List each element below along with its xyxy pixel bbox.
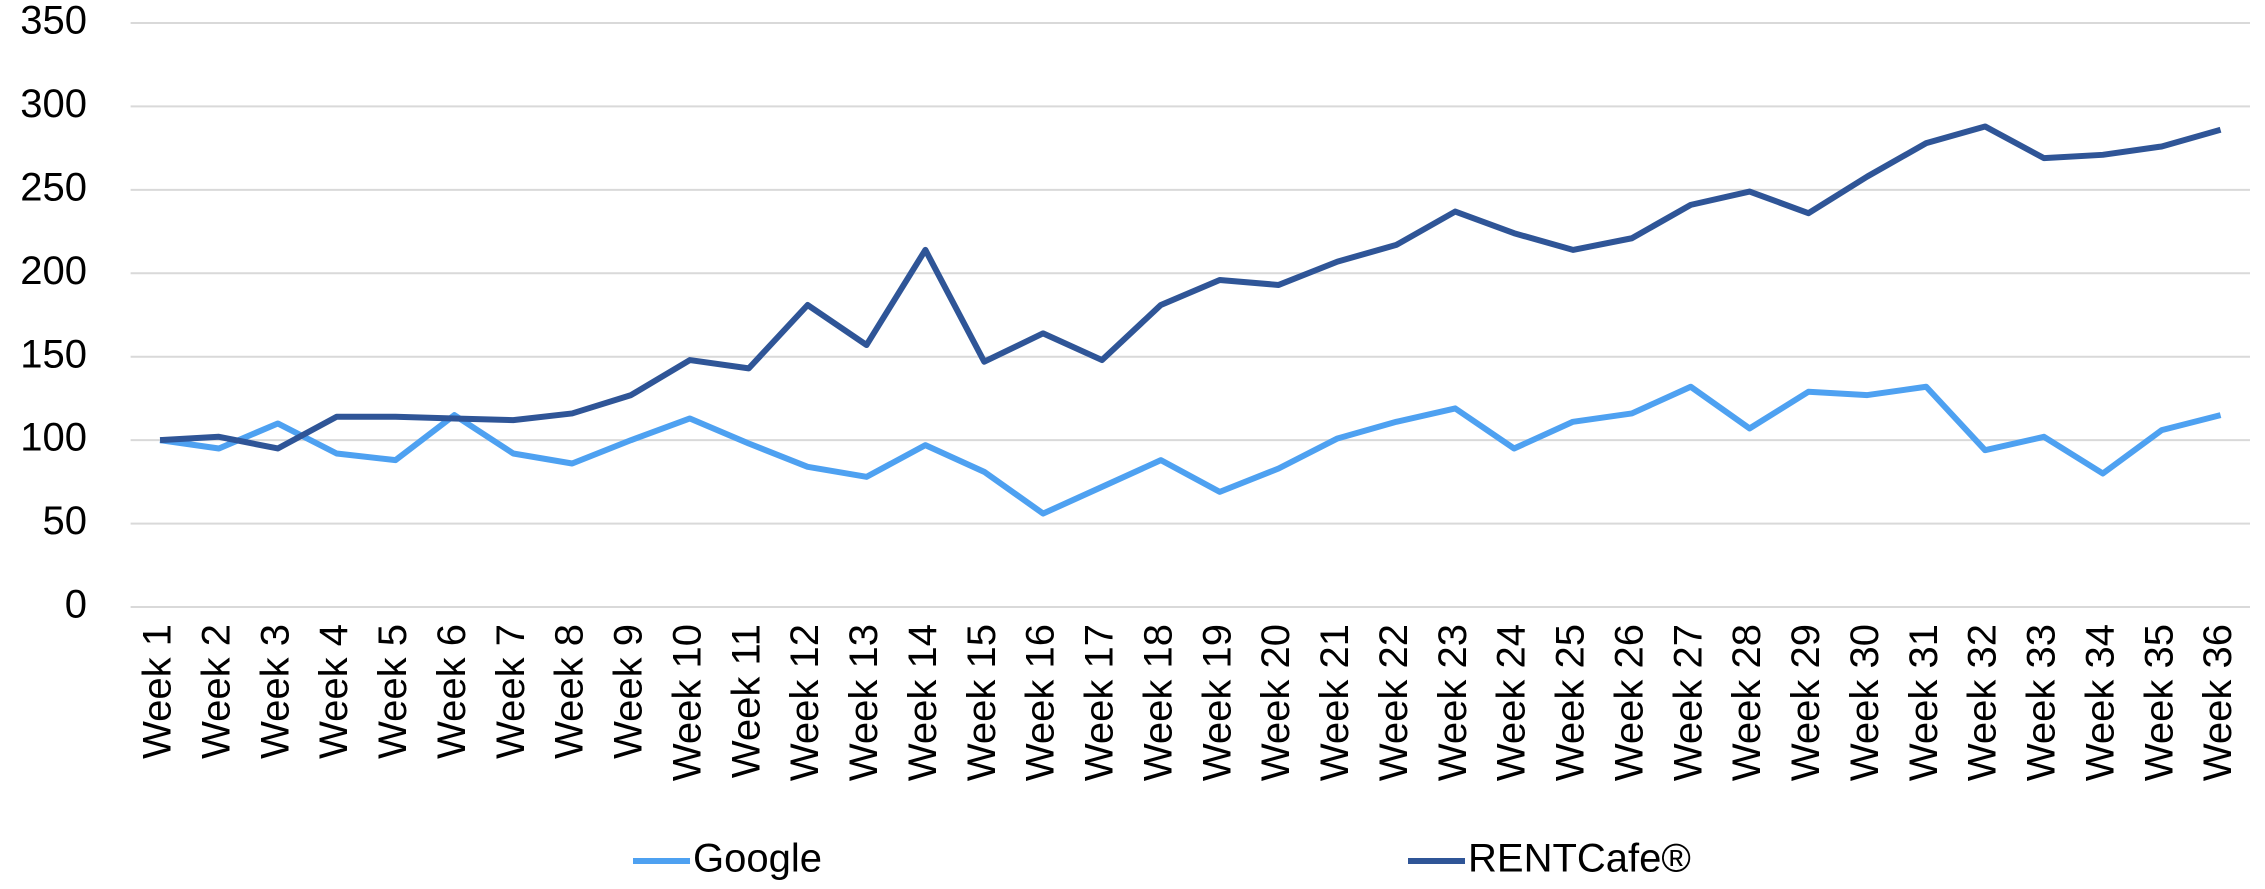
y-tick-label: 0 bbox=[65, 583, 87, 627]
y-tick-label: 200 bbox=[20, 249, 87, 293]
x-tick-label: Week 10 bbox=[665, 624, 709, 781]
x-tick-label: Week 9 bbox=[607, 624, 651, 759]
y-tick-label: 100 bbox=[20, 416, 87, 460]
x-tick-label: Week 29 bbox=[1784, 624, 1828, 781]
x-tick-label: Week 30 bbox=[1843, 624, 1887, 781]
x-tick-label: Week 24 bbox=[1490, 624, 1534, 781]
x-tick-label: Week 35 bbox=[2137, 624, 2181, 781]
x-tick-label: Week 6 bbox=[430, 624, 474, 759]
x-tick-label: Week 28 bbox=[1725, 624, 1769, 781]
y-tick-label: 250 bbox=[20, 165, 87, 209]
x-tick-label: Week 12 bbox=[783, 624, 827, 781]
y-tick-label: 150 bbox=[20, 332, 87, 376]
x-tick-label: Week 1 bbox=[136, 624, 180, 759]
x-tick-label: Week 36 bbox=[2196, 624, 2240, 781]
legend-label: RENTCafe® bbox=[1468, 837, 1691, 881]
x-tick-label: Week 21 bbox=[1313, 624, 1357, 781]
x-tick-label: Week 26 bbox=[1607, 624, 1651, 781]
x-tick-label: Week 3 bbox=[253, 624, 297, 759]
legend-label: Google bbox=[693, 837, 822, 881]
x-tick-label: Week 17 bbox=[1078, 624, 1122, 781]
x-tick-label: Week 34 bbox=[2078, 624, 2122, 781]
x-tick-label: Week 32 bbox=[1961, 624, 2005, 781]
x-tick-label: Week 7 bbox=[489, 624, 533, 759]
x-tick-label: Week 27 bbox=[1666, 624, 1710, 781]
x-tick-label: Week 16 bbox=[1019, 624, 1063, 781]
x-tick-label: Week 11 bbox=[724, 624, 768, 778]
y-tick-label: 350 bbox=[20, 0, 87, 43]
x-tick-label: Week 31 bbox=[1902, 624, 1946, 781]
x-tick-label: Week 13 bbox=[842, 624, 886, 781]
x-tick-label: Week 18 bbox=[1136, 624, 1180, 781]
series-line bbox=[159, 123, 2222, 452]
x-tick-label: Week 8 bbox=[548, 624, 592, 759]
x-tick-label: Week 5 bbox=[371, 624, 415, 759]
y-tick-label: 50 bbox=[43, 499, 88, 543]
x-tick-label: Week 23 bbox=[1431, 624, 1475, 781]
x-tick-label: Week 25 bbox=[1549, 624, 1593, 781]
x-tick-label: Week 20 bbox=[1254, 624, 1298, 781]
x-tick-label: Week 4 bbox=[312, 624, 356, 759]
x-tick-label: Week 19 bbox=[1195, 624, 1239, 781]
series-line bbox=[159, 383, 2222, 517]
y-tick-label: 300 bbox=[20, 82, 87, 126]
x-tick-label: Week 22 bbox=[1372, 624, 1416, 781]
x-tick-label: Week 33 bbox=[2020, 624, 2064, 781]
x-tick-label: Week 15 bbox=[960, 624, 1004, 781]
x-tick-label: Week 2 bbox=[194, 624, 238, 759]
x-tick-label: Week 14 bbox=[901, 624, 945, 781]
